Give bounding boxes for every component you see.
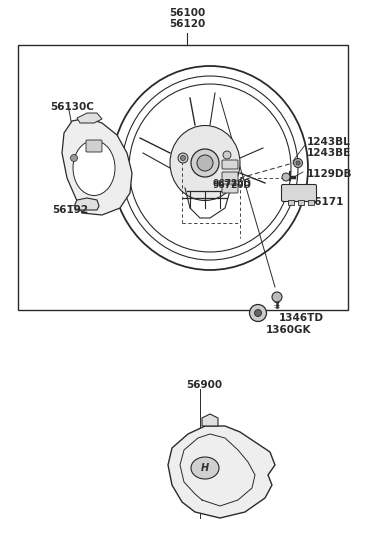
Ellipse shape: [73, 141, 115, 196]
Ellipse shape: [170, 126, 240, 201]
FancyBboxPatch shape: [282, 184, 316, 202]
Polygon shape: [168, 426, 275, 518]
FancyBboxPatch shape: [86, 140, 102, 152]
FancyBboxPatch shape: [222, 160, 238, 169]
Circle shape: [249, 305, 267, 321]
Polygon shape: [77, 113, 102, 123]
Polygon shape: [75, 198, 99, 210]
Text: 56100: 56100: [169, 8, 205, 18]
Text: 1243BE: 1243BE: [307, 148, 351, 158]
Bar: [308, 200, 314, 205]
Text: 56192: 56192: [52, 205, 88, 215]
Text: 1360GK: 1360GK: [266, 325, 312, 335]
Polygon shape: [202, 414, 218, 426]
FancyBboxPatch shape: [222, 184, 238, 193]
Text: 1346TD: 1346TD: [279, 313, 324, 323]
Text: 1243BL: 1243BL: [307, 137, 351, 147]
Circle shape: [191, 149, 219, 177]
Text: 56130C: 56130C: [50, 102, 94, 112]
Text: 56171: 56171: [307, 197, 343, 207]
Bar: [18, 45, 348, 310]
Text: 1129DB: 1129DB: [307, 169, 353, 179]
Polygon shape: [62, 118, 132, 215]
Circle shape: [181, 155, 186, 161]
Text: 96720D: 96720D: [213, 179, 252, 188]
Text: H: H: [201, 463, 209, 473]
Text: 96720D: 96720D: [213, 181, 252, 190]
Circle shape: [272, 292, 282, 302]
Bar: [298, 200, 304, 205]
Ellipse shape: [191, 457, 219, 479]
Circle shape: [71, 155, 77, 162]
Circle shape: [294, 158, 303, 168]
Bar: [288, 200, 294, 205]
Circle shape: [282, 173, 290, 181]
Text: 56900: 56900: [186, 380, 222, 390]
Text: 56120: 56120: [169, 19, 205, 29]
Circle shape: [296, 161, 300, 165]
Circle shape: [178, 153, 188, 163]
Circle shape: [197, 155, 213, 171]
Circle shape: [223, 151, 231, 159]
Circle shape: [254, 309, 261, 316]
FancyBboxPatch shape: [222, 172, 238, 181]
